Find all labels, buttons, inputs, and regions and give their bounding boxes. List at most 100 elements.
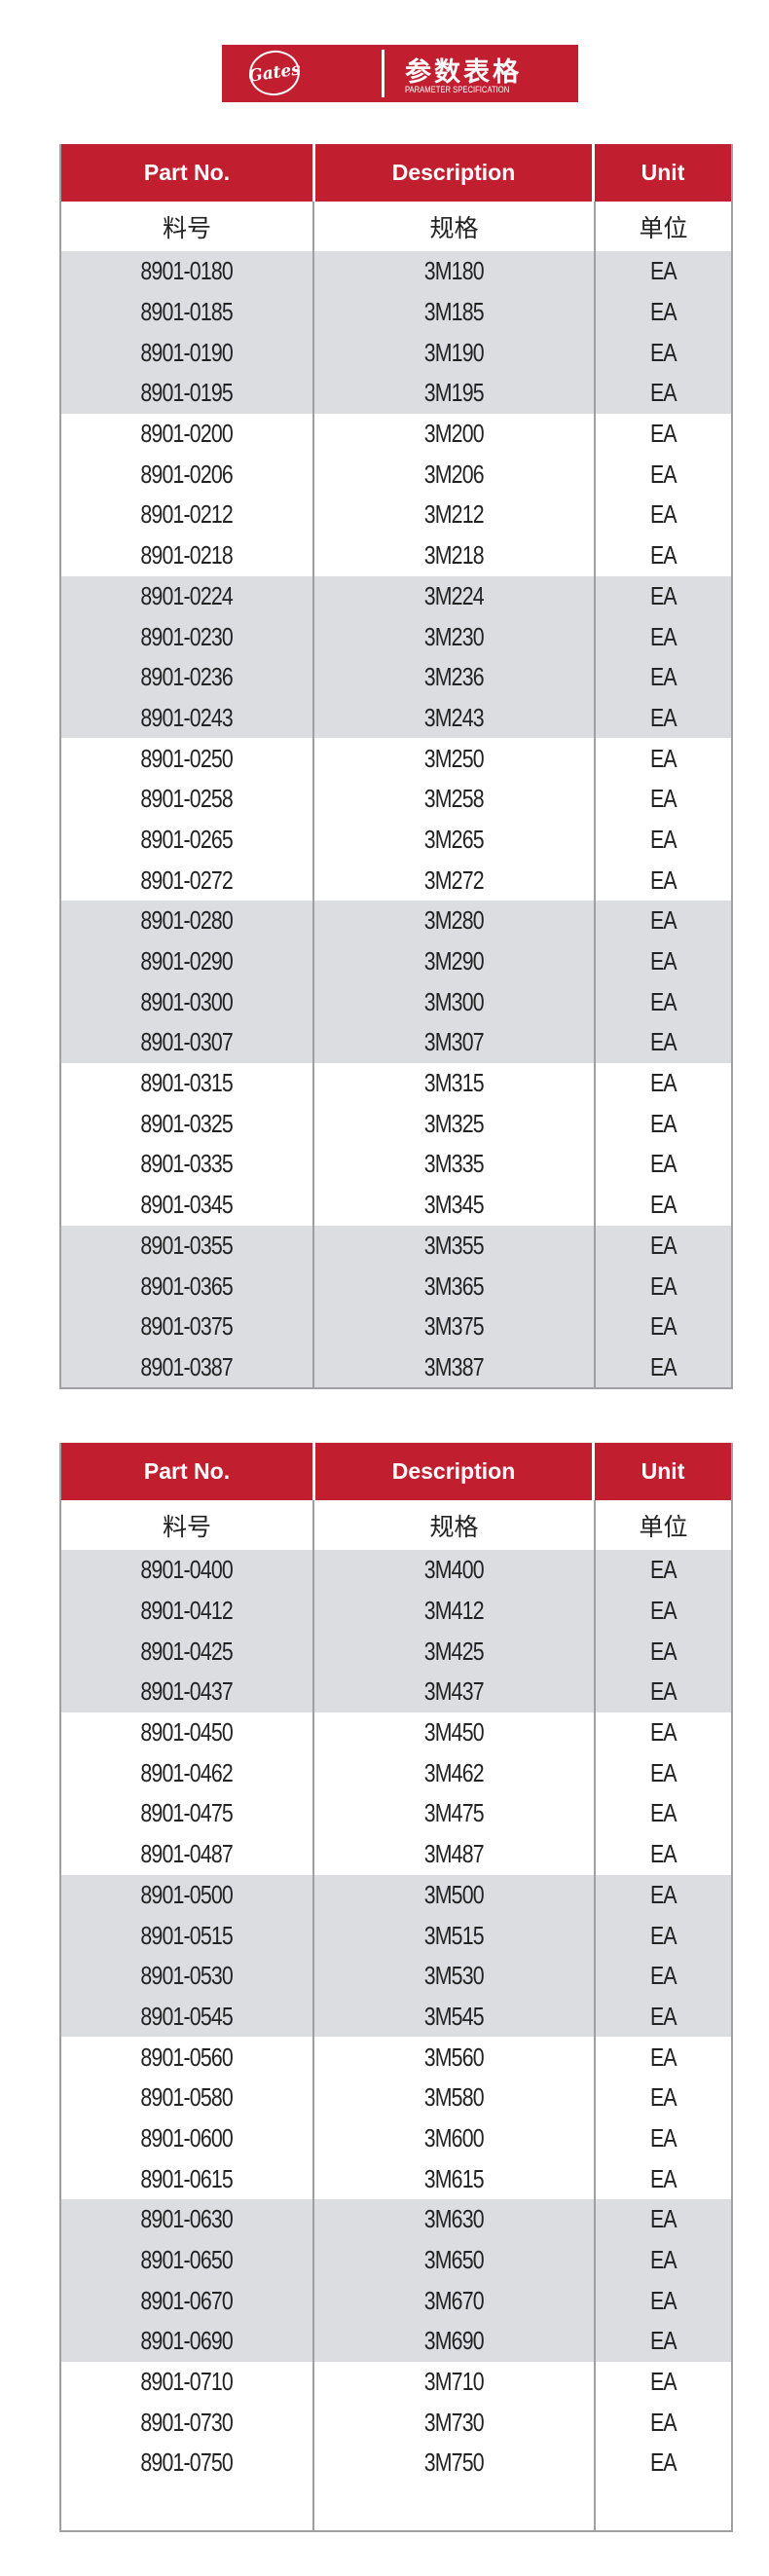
cell-description: 3M615: [314, 2158, 596, 2199]
table-header: Part No. Description Unit: [61, 1443, 731, 1500]
table-row: 8901-0400 3M400 EA: [61, 1550, 731, 1591]
table-row: 8901-0236 3M236 EA: [61, 656, 731, 698]
table-row: 8901-0750 3M750 EA: [61, 2443, 731, 2484]
cell-description: 3M307: [314, 1022, 596, 1063]
cell-unit: EA: [650, 2407, 677, 2437]
cell-description: 3M265: [314, 819, 596, 861]
cell-description: 3M670: [314, 2280, 596, 2322]
cell-unit: EA: [650, 540, 677, 570]
spec-table-1: Part No. Description Unit 料号 规格 单位 8901-0180 3M…: [59, 144, 733, 1390]
cell-unit: EA: [650, 337, 677, 367]
cell-part-no: 8901-0180: [61, 251, 314, 292]
cell-part-no: 8901-0218: [61, 534, 314, 576]
cell-description: 3M185: [314, 291, 596, 333]
cell-unit: EA: [650, 256, 677, 286]
cell-description: 3M530: [314, 1955, 596, 1997]
cell-unit: EA: [650, 1717, 677, 1748]
cell-unit: EA: [650, 865, 677, 895]
cell-description: 3M365: [314, 1266, 596, 1306]
cell-unit: EA: [650, 946, 677, 976]
cell-part-no: 8901-0236: [61, 656, 314, 698]
table-row: 8901-0670 3M670 EA: [61, 2280, 731, 2322]
cell-unit: EA: [650, 986, 677, 1016]
cell-unit: EA: [650, 2163, 677, 2193]
cell-description: 3M580: [314, 2077, 596, 2118]
cell-description: 3M236: [314, 656, 596, 698]
table-row: 8901-0515 3M515 EA: [61, 1915, 731, 1956]
cell-unit: EA: [650, 662, 677, 692]
table-row: 8901-0600 3M600 EA: [61, 2117, 731, 2159]
cell-part-no: 8901-0615: [61, 2158, 314, 2199]
cell-description: 3M290: [314, 940, 596, 982]
table-row: 8901-0258 3M258 EA: [61, 778, 731, 820]
cell-description: 3M243: [314, 697, 596, 739]
cell-description: 3M300: [314, 981, 596, 1023]
cell-unit: EA: [650, 1108, 677, 1138]
header-description: Description: [315, 144, 592, 202]
header-cn-description: 规格: [314, 1500, 596, 1550]
header-cn-part-no: 料号: [61, 202, 314, 251]
cell-part-no: 8901-0515: [61, 1915, 314, 1956]
header-banner: Gates 参数表格 PARAMETER SPECIFICATION: [222, 45, 578, 102]
cell-unit: EA: [650, 2082, 677, 2113]
cell-description: 3M450: [314, 1711, 596, 1753]
cell-unit: EA: [650, 378, 677, 408]
table-row: 8901-0250 3M250 EA: [61, 738, 731, 779]
table-row: 8901-0387 3M387 EA: [61, 1346, 731, 1388]
cell-description: 3M400: [314, 1550, 596, 1591]
table-row: 8901-0365 3M365 EA: [61, 1266, 731, 1306]
cell-part-no: 8901-0265: [61, 819, 314, 861]
cell-unit: EA: [650, 1879, 677, 1909]
table-row: 8901-0437 3M437 EA: [61, 1672, 731, 1712]
cell-part-no: 8901-0580: [61, 2077, 314, 2118]
cell-unit: EA: [650, 1230, 677, 1260]
header-unit: Unit: [595, 144, 731, 202]
cell-description: 3M475: [314, 1793, 596, 1834]
cell-part-no: 8901-0425: [61, 1631, 314, 1673]
table-row: 8901-0290 3M290 EA: [61, 940, 731, 982]
cell-unit: EA: [650, 1920, 677, 1950]
cell-unit: EA: [650, 2326, 677, 2356]
cell-description: 3M206: [314, 454, 596, 496]
cell-description: 3M195: [314, 373, 596, 414]
spec-table-2: Part No. Description Unit 料号 规格 单位 8901-0400 3M…: [59, 1443, 733, 2532]
cell-unit: EA: [650, 1596, 677, 1626]
table-header: Part No. Description Unit: [61, 144, 731, 202]
header-part-no: Part No.: [61, 1443, 312, 1500]
table-row: 8901-0580 3M580 EA: [61, 2077, 731, 2118]
table-row: 8901-0630 3M630 EA: [61, 2199, 731, 2240]
cell-part-no: 8901-0185: [61, 291, 314, 333]
cell-part-no: 8901-0355: [61, 1225, 314, 1267]
table-row: 8901-0218 3M218 EA: [61, 534, 731, 576]
cell-unit: EA: [650, 1757, 677, 1787]
cell-part-no: 8901-0375: [61, 1306, 314, 1347]
cell-unit: EA: [650, 580, 677, 610]
cell-description: 3M650: [314, 2239, 596, 2281]
cell-unit: EA: [650, 743, 677, 773]
cell-unit: EA: [650, 1311, 677, 1342]
table-row: 8901-0560 3M560 EA: [61, 2037, 731, 2078]
header-unit: Unit: [595, 1443, 731, 1500]
table-row: 8901-0530 3M530 EA: [61, 1955, 731, 1997]
table-row: 8901-0487 3M487 EA: [61, 1833, 731, 1875]
cell-description: 3M437: [314, 1672, 596, 1712]
header-part-no: Part No.: [61, 144, 312, 202]
cell-part-no: 8901-0345: [61, 1184, 314, 1226]
cell-unit: EA: [650, 2001, 677, 2031]
cell-description: 3M387: [314, 1346, 596, 1388]
table-row: 8901-0475 3M475 EA: [61, 1793, 731, 1834]
cell-unit: EA: [650, 2042, 677, 2072]
cell-unit: EA: [650, 297, 677, 327]
table-row: 8901-0325 3M325 EA: [61, 1103, 731, 1145]
cell-part-no: 8901-0530: [61, 1955, 314, 1997]
table-row: 8901-0375 3M375 EA: [61, 1306, 731, 1347]
cell-unit: EA: [650, 905, 677, 936]
header-cn-unit: 单位: [639, 1513, 688, 1541]
cell-description: 3M545: [314, 1996, 596, 2038]
cell-unit: EA: [650, 1798, 677, 1828]
cell-unit: EA: [650, 499, 677, 530]
divider: [382, 50, 384, 97]
cell-part-no: 8901-0206: [61, 454, 314, 496]
cell-unit: EA: [650, 1555, 677, 1585]
cell-description: 3M190: [314, 332, 596, 374]
